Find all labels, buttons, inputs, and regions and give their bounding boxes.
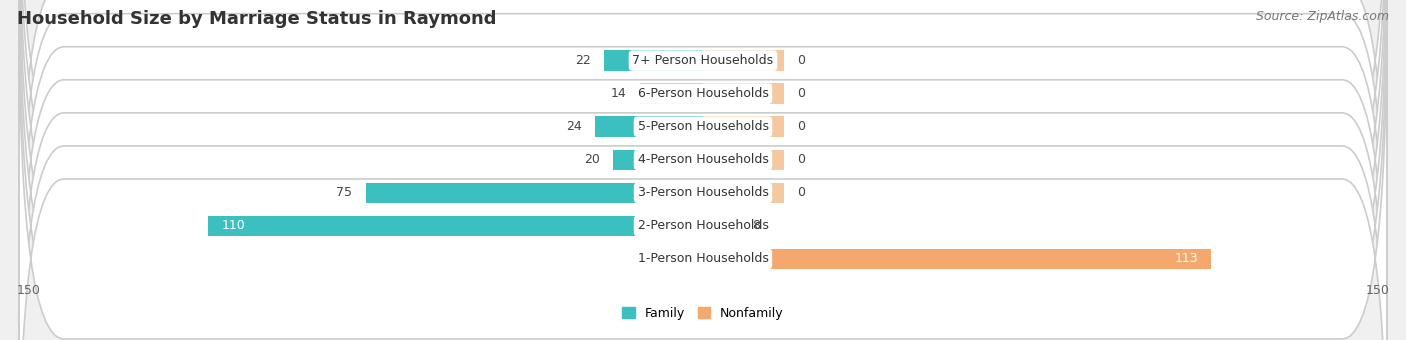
- Text: 1-Person Households: 1-Person Households: [637, 253, 769, 266]
- Bar: [703, 150, 785, 170]
- Bar: [703, 117, 785, 137]
- Bar: [208, 216, 703, 236]
- Text: 20: 20: [583, 153, 599, 166]
- Text: 0: 0: [797, 54, 806, 67]
- FancyBboxPatch shape: [20, 0, 1386, 340]
- Bar: [366, 183, 703, 203]
- Bar: [703, 183, 785, 203]
- Bar: [703, 249, 1212, 269]
- Bar: [605, 50, 703, 71]
- FancyBboxPatch shape: [20, 0, 1386, 340]
- Bar: [595, 117, 703, 137]
- Text: Household Size by Marriage Status in Raymond: Household Size by Marriage Status in Ray…: [17, 10, 496, 28]
- Text: 0: 0: [797, 153, 806, 166]
- Text: 24: 24: [565, 120, 582, 133]
- Text: 4-Person Households: 4-Person Households: [637, 153, 769, 166]
- Legend: Family, Nonfamily: Family, Nonfamily: [617, 302, 789, 325]
- Text: 8: 8: [752, 219, 761, 233]
- Text: 14: 14: [610, 87, 627, 100]
- FancyBboxPatch shape: [20, 0, 1386, 340]
- Text: 0: 0: [797, 87, 806, 100]
- FancyBboxPatch shape: [20, 0, 1386, 340]
- Text: 110: 110: [222, 219, 245, 233]
- Text: 3-Person Households: 3-Person Households: [637, 186, 769, 199]
- Bar: [640, 83, 703, 104]
- Text: 5-Person Households: 5-Person Households: [637, 120, 769, 133]
- Bar: [703, 83, 785, 104]
- Text: 7+ Person Households: 7+ Person Households: [633, 54, 773, 67]
- Text: 0: 0: [797, 186, 806, 199]
- Bar: [703, 50, 785, 71]
- Text: 2-Person Households: 2-Person Households: [637, 219, 769, 233]
- Bar: [613, 150, 703, 170]
- FancyBboxPatch shape: [20, 0, 1386, 311]
- Text: 75: 75: [336, 186, 352, 199]
- Bar: [703, 216, 740, 236]
- Text: 22: 22: [575, 54, 591, 67]
- Text: 6-Person Households: 6-Person Households: [637, 87, 769, 100]
- FancyBboxPatch shape: [20, 0, 1386, 340]
- Text: 113: 113: [1174, 253, 1198, 266]
- Text: 0: 0: [797, 120, 806, 133]
- FancyBboxPatch shape: [20, 8, 1386, 340]
- Text: Source: ZipAtlas.com: Source: ZipAtlas.com: [1256, 10, 1389, 23]
